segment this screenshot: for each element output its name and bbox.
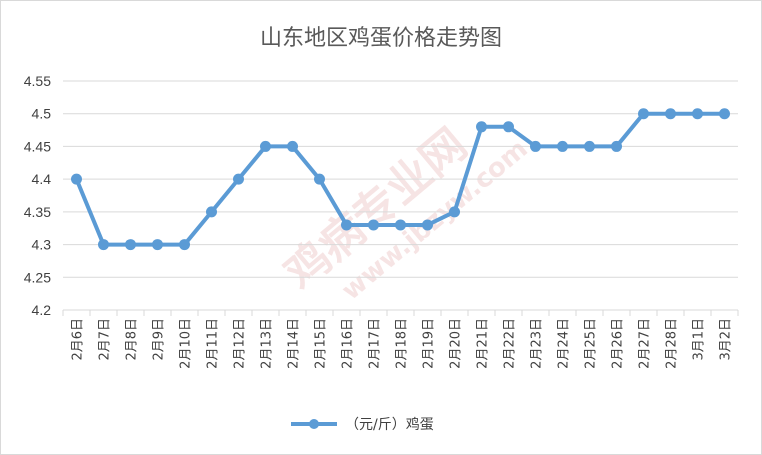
x-tick-label: 2月7日 xyxy=(98,318,113,361)
data-point xyxy=(719,108,730,120)
data-point xyxy=(98,239,109,251)
data-point xyxy=(125,239,136,251)
legend-label: （元/斤）鸡蛋 xyxy=(345,416,434,433)
gridlines xyxy=(63,80,738,311)
y-axis-ticks: 4.2 4.25 4.3 4.35 4.4 4.45 4.5 4.55 xyxy=(24,73,51,318)
x-tick-label: 2月8日 xyxy=(125,318,140,361)
x-tick-label: 2月20日 xyxy=(449,318,464,369)
data-point xyxy=(665,108,676,120)
data-point xyxy=(287,140,298,152)
x-tick-label: 2月17日 xyxy=(368,318,383,369)
x-tick-label: 2月15日 xyxy=(314,318,329,369)
x-tick-label: 2月11日 xyxy=(206,318,221,369)
data-point xyxy=(206,206,217,218)
x-tick-label: 2月6日 xyxy=(71,318,86,361)
y-tick-label: 4.5 xyxy=(32,106,52,122)
data-point xyxy=(368,219,379,231)
data-point xyxy=(638,108,649,120)
y-tick-label: 4.2 xyxy=(32,302,52,318)
x-tick-label: 2月14日 xyxy=(287,318,302,369)
data-point xyxy=(530,140,541,152)
data-point xyxy=(422,219,433,231)
x-tick-label: 2月21日 xyxy=(476,318,491,369)
data-point xyxy=(260,140,271,152)
x-axis-ticks: 2月6日 2月7日 2月8日 2月9日 2月10日 2月11日 2月12日 2月13日 2月14… xyxy=(62,310,739,369)
x-tick-label: 3月1日 xyxy=(692,318,707,361)
x-tick-label: 2月10日 xyxy=(179,318,194,369)
data-point xyxy=(395,219,406,231)
legend: （元/斤）鸡蛋 xyxy=(291,416,434,433)
x-tick-label: 2月23日 xyxy=(530,318,545,369)
data-point xyxy=(341,219,352,231)
data-point xyxy=(233,173,244,185)
y-tick-label: 4.45 xyxy=(24,138,51,154)
x-tick-label: 2月22日 xyxy=(503,318,518,369)
data-point xyxy=(557,140,568,152)
data-point xyxy=(503,121,514,133)
data-point xyxy=(584,140,595,152)
data-point xyxy=(179,239,190,251)
y-tick-label: 4.25 xyxy=(24,269,51,285)
data-point xyxy=(611,140,622,152)
chart-title: 山东地区鸡蛋价格走势图 xyxy=(260,26,502,51)
data-point xyxy=(692,108,703,120)
x-tick-label: 2月19日 xyxy=(422,318,437,369)
x-tick-label: 2月26日 xyxy=(611,318,626,369)
data-point xyxy=(152,239,163,251)
data-point xyxy=(476,121,487,133)
x-tick-label: 2月25日 xyxy=(584,318,599,369)
x-tick-label: 2月24日 xyxy=(557,318,572,369)
data-point xyxy=(71,173,82,185)
x-tick-label: 3月2日 xyxy=(719,318,734,361)
x-tick-label: 2月28日 xyxy=(665,318,680,369)
x-tick-label: 2月18日 xyxy=(395,318,410,369)
x-tick-label: 2月12日 xyxy=(233,318,248,369)
data-point xyxy=(449,206,460,218)
y-tick-label: 4.35 xyxy=(24,204,51,220)
y-tick-label: 4.4 xyxy=(32,171,52,187)
x-tick-label: 2月27日 xyxy=(638,318,653,369)
x-tick-label: 2月9日 xyxy=(152,318,167,361)
x-tick-label: 2月16日 xyxy=(341,318,356,369)
legend-point-marker xyxy=(309,419,319,429)
x-tick-label: 2月13日 xyxy=(260,318,275,369)
data-point xyxy=(314,173,325,185)
y-tick-label: 4.3 xyxy=(32,237,52,253)
y-tick-label: 4.55 xyxy=(24,73,51,89)
series-egg xyxy=(71,108,730,251)
